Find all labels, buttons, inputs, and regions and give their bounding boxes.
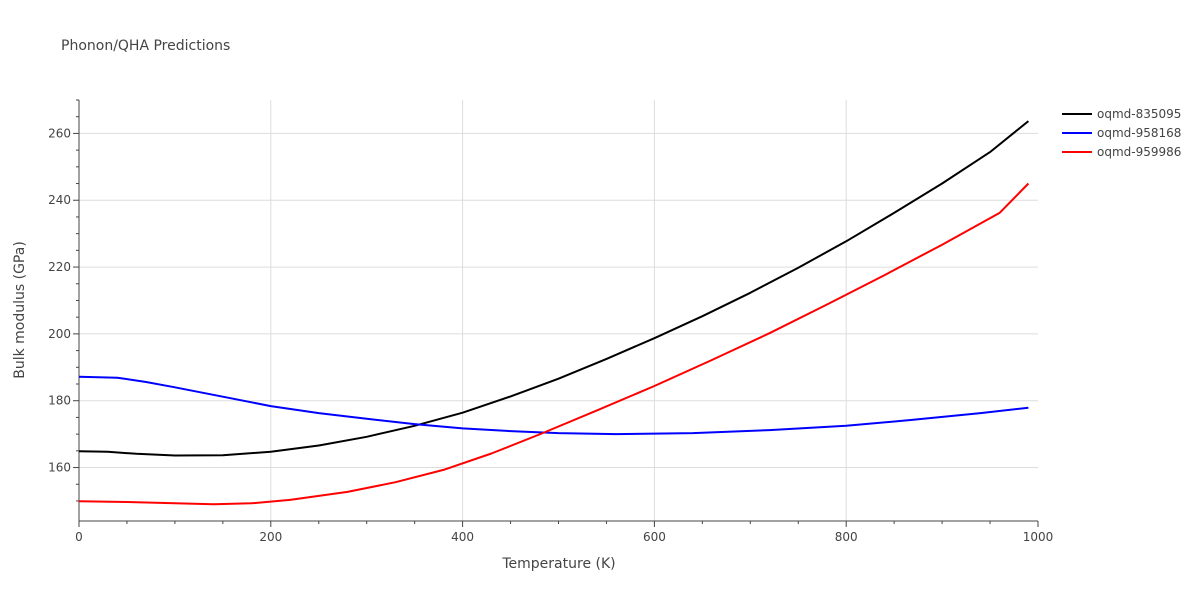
legend[interactable]: oqmd-835095 oqmd-958168 oqmd-959986	[1062, 107, 1181, 159]
y-tick-label: 260	[48, 126, 71, 140]
x-tick-label: 0	[75, 530, 83, 544]
axes: 0 200 400 600 800 1000 160 180 200 220 240 260	[48, 99, 1054, 544]
x-tick-label: 600	[643, 530, 666, 544]
legend-item-oqmd-958168[interactable]: oqmd-958168	[1062, 126, 1181, 140]
series-layer	[78, 120, 1030, 506]
x-tick-label: 800	[835, 530, 858, 544]
chart-title: Phonon/QHA Predictions	[61, 38, 230, 54]
legend-item-oqmd-959986[interactable]: oqmd-959986	[1062, 145, 1181, 159]
y-tick-label: 180	[48, 394, 71, 408]
x-axis-title: Temperature (K)	[501, 556, 615, 572]
y-axis-title: Bulk modulus (GPa)	[12, 241, 28, 379]
series-line-oqmd-959986	[78, 182, 1030, 506]
series-line-oqmd-835095	[78, 120, 1030, 457]
legend-label: oqmd-958168	[1097, 126, 1181, 140]
x-tick-label: 200	[259, 530, 282, 544]
x-tick-label: 400	[451, 530, 474, 544]
y-tick-label: 240	[48, 193, 71, 207]
y-tick-label: 220	[48, 260, 71, 274]
y-tick-label: 200	[48, 327, 71, 341]
x-tick-label: 1000	[1023, 530, 1054, 544]
legend-label: oqmd-959986	[1097, 145, 1181, 159]
grid	[79, 100, 1038, 521]
series-line-oqmd-958168	[78, 375, 1029, 436]
legend-label: oqmd-835095	[1097, 107, 1181, 121]
legend-item-oqmd-835095[interactable]: oqmd-835095	[1062, 107, 1181, 121]
y-tick-label: 160	[48, 461, 71, 475]
